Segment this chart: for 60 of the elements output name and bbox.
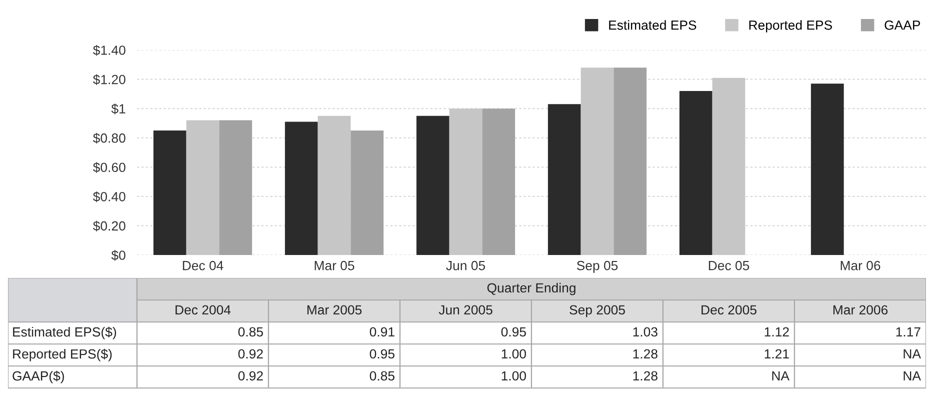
legend-label: Reported EPS — [749, 20, 832, 32]
text: Dec 2004 — [176, 305, 231, 315]
y-tick-label: $1.40 — [93, 45, 126, 56]
text: NA — [904, 371, 921, 380]
data-label: 1.00 — [502, 371, 526, 381]
text: Quarter Ending — [487, 282, 576, 296]
data-label: 1.28 — [633, 371, 658, 381]
x-tick-label: Jun 05 — [446, 260, 486, 270]
text: GAAP($) — [12, 370, 64, 384]
data-label: 0.92 — [238, 349, 263, 359]
bar — [153, 130, 186, 255]
bar — [416, 116, 450, 255]
y-tick-label: $0.40 — [93, 191, 126, 202]
data-label: 0.85 — [370, 371, 394, 381]
data-label: 1.17 — [896, 327, 920, 336]
text: Sep 2005 — [570, 305, 625, 318]
bar — [679, 91, 712, 255]
text: NA — [772, 371, 790, 380]
bar — [350, 130, 384, 255]
bar — [548, 104, 581, 255]
y-tick-label: $0 — [111, 250, 126, 261]
data-label: 0.95 — [501, 327, 526, 337]
x-tick-label: Sep 05 — [576, 260, 618, 273]
x-tick-label: Dec 04 — [182, 260, 224, 270]
data-label: 0.85 — [238, 327, 263, 337]
text: Estimated EPS($) — [13, 326, 116, 340]
text: Dec 2005 — [702, 305, 756, 315]
x-tick-label: Mar 06 — [840, 260, 880, 270]
bar — [614, 68, 647, 255]
y-tick-label: $0.80 — [93, 132, 126, 144]
bar — [219, 120, 252, 255]
data-label: 1.21 — [764, 349, 789, 358]
text: NA — [904, 349, 921, 358]
x-tick-label: Mar 05 — [314, 260, 354, 270]
bar — [449, 108, 482, 255]
y-tick-label: $0.20 — [93, 220, 126, 232]
bar — [810, 84, 844, 255]
legend-label: Estimated EPS — [609, 20, 696, 30]
data-label: 1.03 — [633, 327, 658, 337]
y-tick-label: $0.60 — [93, 162, 126, 173]
data-label: 1.28 — [633, 349, 658, 359]
data-label: 0.91 — [370, 327, 394, 337]
bar — [318, 116, 351, 255]
bar — [284, 122, 318, 255]
text: Mar 2005 — [307, 305, 362, 315]
data-label: 0.95 — [370, 349, 394, 359]
bar — [482, 108, 516, 255]
bar — [186, 120, 220, 255]
legend-label: GAAP — [884, 20, 920, 30]
y-tick-label: $1 — [111, 104, 126, 114]
x-tick-label: Dec 05 — [708, 260, 750, 270]
y-tick-label: $1.20 — [93, 74, 126, 85]
text: Reported EPS($) — [13, 348, 112, 362]
data-label: 1.12 — [764, 327, 789, 336]
bar — [712, 78, 746, 255]
text: Jun 2005 — [438, 305, 492, 315]
text: Mar 2006 — [833, 305, 888, 315]
data-label: 1.00 — [502, 349, 526, 359]
bar — [580, 68, 614, 255]
data-label: 0.92 — [238, 371, 263, 381]
